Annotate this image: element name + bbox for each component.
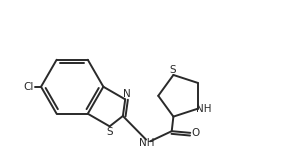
Text: O: O (191, 128, 200, 138)
Text: S: S (170, 65, 176, 75)
Text: N: N (123, 89, 131, 99)
Text: NH: NH (197, 104, 212, 114)
Text: Cl: Cl (23, 82, 33, 92)
Text: NH: NH (139, 138, 154, 148)
Text: S: S (106, 127, 113, 137)
